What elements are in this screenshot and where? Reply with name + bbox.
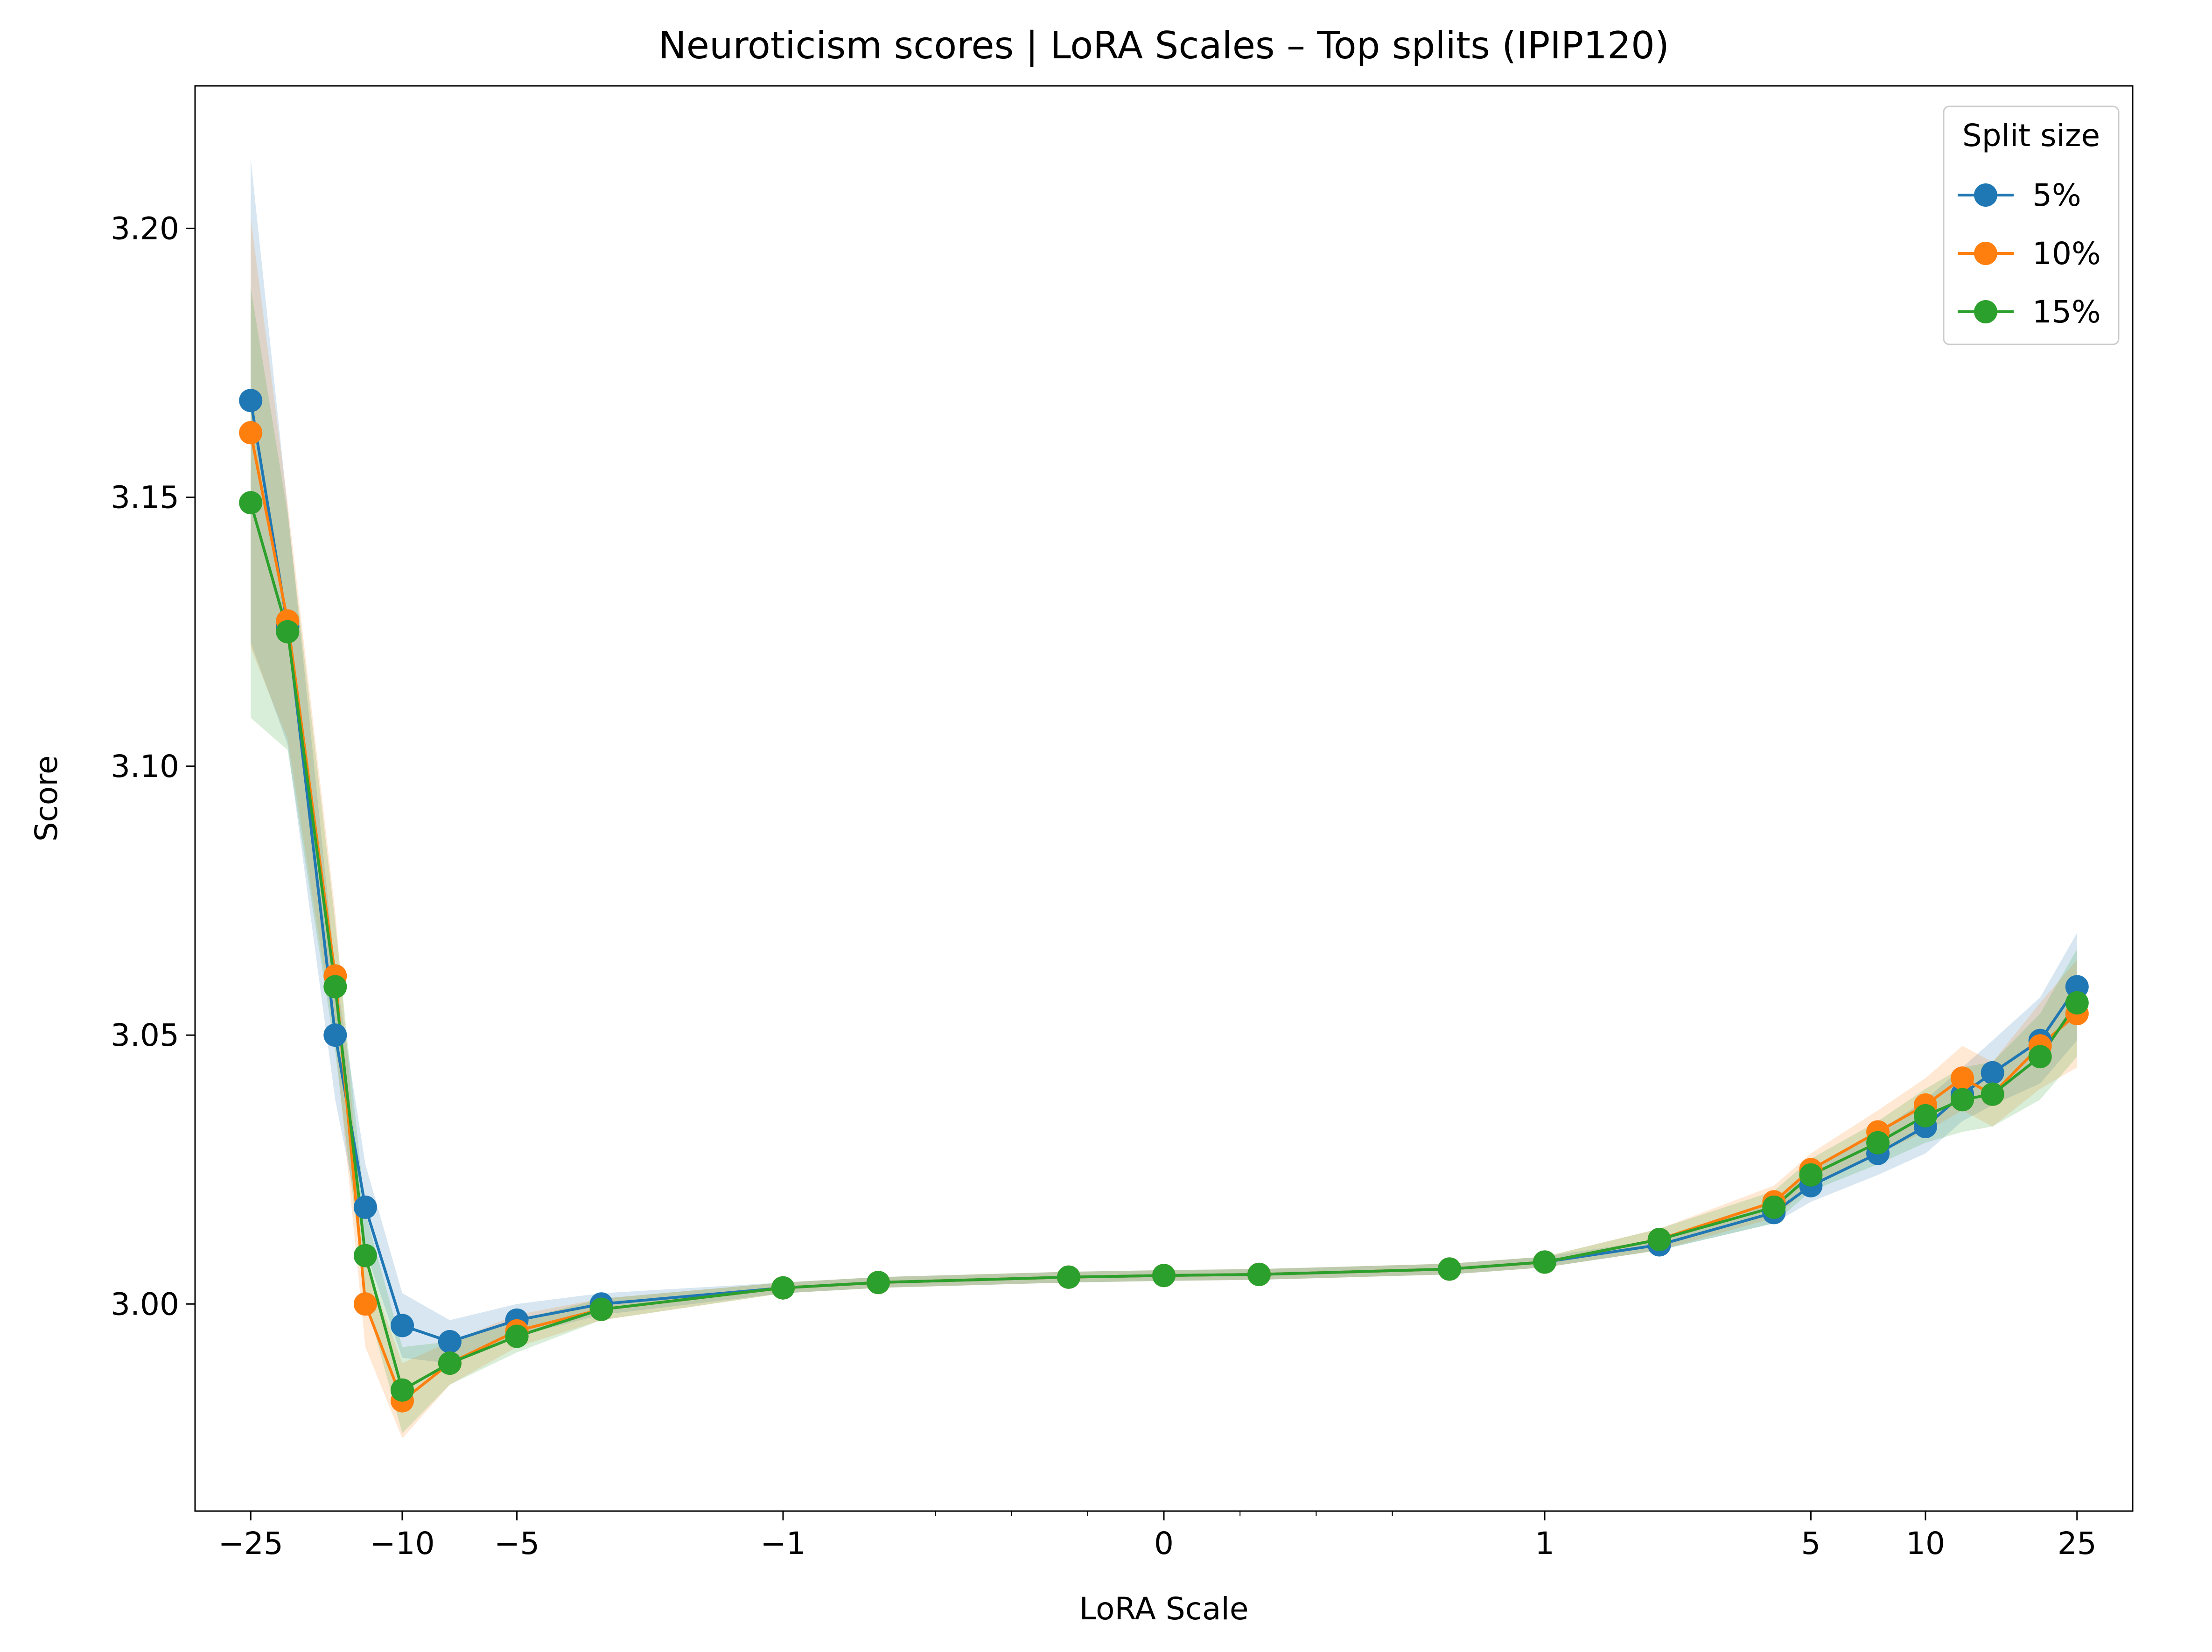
legend-items: 5% 10% 15% — [1958, 177, 2101, 330]
legend-box — [1943, 105, 2120, 345]
legend-marker-0 — [1974, 183, 1997, 207]
legend-title: Split size — [1962, 118, 2100, 154]
point-series-2-3 — [353, 1244, 377, 1267]
y-axis-ticks: 3.00 3.05 3.10 3.15 3.20 — [111, 210, 195, 1322]
point-series-1-3 — [353, 1292, 377, 1316]
point-series-2-19 — [1914, 1104, 1937, 1127]
point-series-0-23 — [2065, 975, 2089, 999]
y-tick-label-1: 3.05 — [111, 1017, 179, 1053]
legend-label-0: 5% — [2032, 177, 2081, 213]
x-tick-label-0: −25 — [218, 1526, 283, 1561]
point-series-2-9 — [867, 1271, 890, 1295]
x-tick-label-4: 0 — [1154, 1526, 1174, 1561]
point-series-2-6 — [505, 1324, 529, 1348]
y-tick-label-2: 3.10 — [111, 749, 179, 784]
x-tick-label-6: 5 — [1801, 1526, 1820, 1561]
point-series-2-17 — [1799, 1163, 1823, 1187]
legend-label-1: 10% — [2032, 236, 2101, 272]
x-tick-label-1: −10 — [370, 1526, 434, 1561]
y-tick-label-4: 3.20 — [111, 210, 179, 246]
point-series-0-21 — [1981, 1061, 2004, 1085]
series-markers — [239, 389, 2089, 1413]
legend-marker-1 — [1974, 242, 1997, 265]
point-series-2-10 — [1057, 1265, 1080, 1289]
point-series-0-5 — [438, 1330, 462, 1353]
point-series-2-16 — [1762, 1195, 1786, 1219]
y-tick-label-3: 3.15 — [111, 480, 179, 516]
chart-title: Neuroticism scores | LoRA Scales – Top s… — [658, 24, 1669, 68]
x-tick-label-7: 10 — [1906, 1526, 1945, 1561]
point-series-2-18 — [1866, 1131, 1890, 1155]
point-series-1-20 — [1951, 1066, 1974, 1090]
point-series-2-14 — [1533, 1250, 1556, 1274]
x-axis-ticks: −25 −10 −5 −1 0 1 5 10 25 — [218, 1511, 2097, 1561]
point-series-2-1 — [276, 620, 300, 644]
legend: Split size 5% 10% 15% — [1943, 105, 2120, 345]
point-series-2-11 — [1152, 1264, 1176, 1288]
point-series-2-0 — [239, 491, 263, 515]
point-series-2-5 — [438, 1351, 462, 1375]
x-tick-label-8: 25 — [2058, 1526, 2097, 1561]
point-series-2-23 — [2065, 991, 2089, 1015]
x-axis-label: LoRA Scale — [1079, 1591, 1249, 1627]
point-series-0-4 — [391, 1314, 414, 1337]
point-series-2-22 — [2028, 1045, 2052, 1069]
point-series-2-12 — [1247, 1262, 1271, 1286]
point-series-0-2 — [323, 1023, 347, 1047]
y-tick-label-0: 3.00 — [111, 1286, 179, 1322]
point-series-2-13 — [1438, 1257, 1461, 1281]
x-tick-label-2: −5 — [494, 1526, 539, 1561]
point-series-2-8 — [771, 1276, 795, 1300]
point-series-2-2 — [323, 975, 347, 999]
point-series-0-0 — [239, 389, 263, 413]
point-series-2-4 — [391, 1378, 414, 1402]
point-series-2-15 — [1647, 1228, 1671, 1251]
point-series-2-20 — [1951, 1088, 1974, 1112]
x-tick-label-3: −1 — [760, 1526, 805, 1561]
point-series-0-3 — [353, 1195, 377, 1219]
point-series-2-7 — [589, 1297, 613, 1321]
legend-label-2: 15% — [2032, 294, 2101, 330]
legend-marker-2 — [1974, 300, 1997, 323]
point-series-2-21 — [1981, 1082, 2004, 1106]
y-axis-label: Score — [28, 756, 64, 842]
x-tick-label-5: 1 — [1535, 1526, 1554, 1561]
point-series-1-0 — [239, 421, 263, 445]
